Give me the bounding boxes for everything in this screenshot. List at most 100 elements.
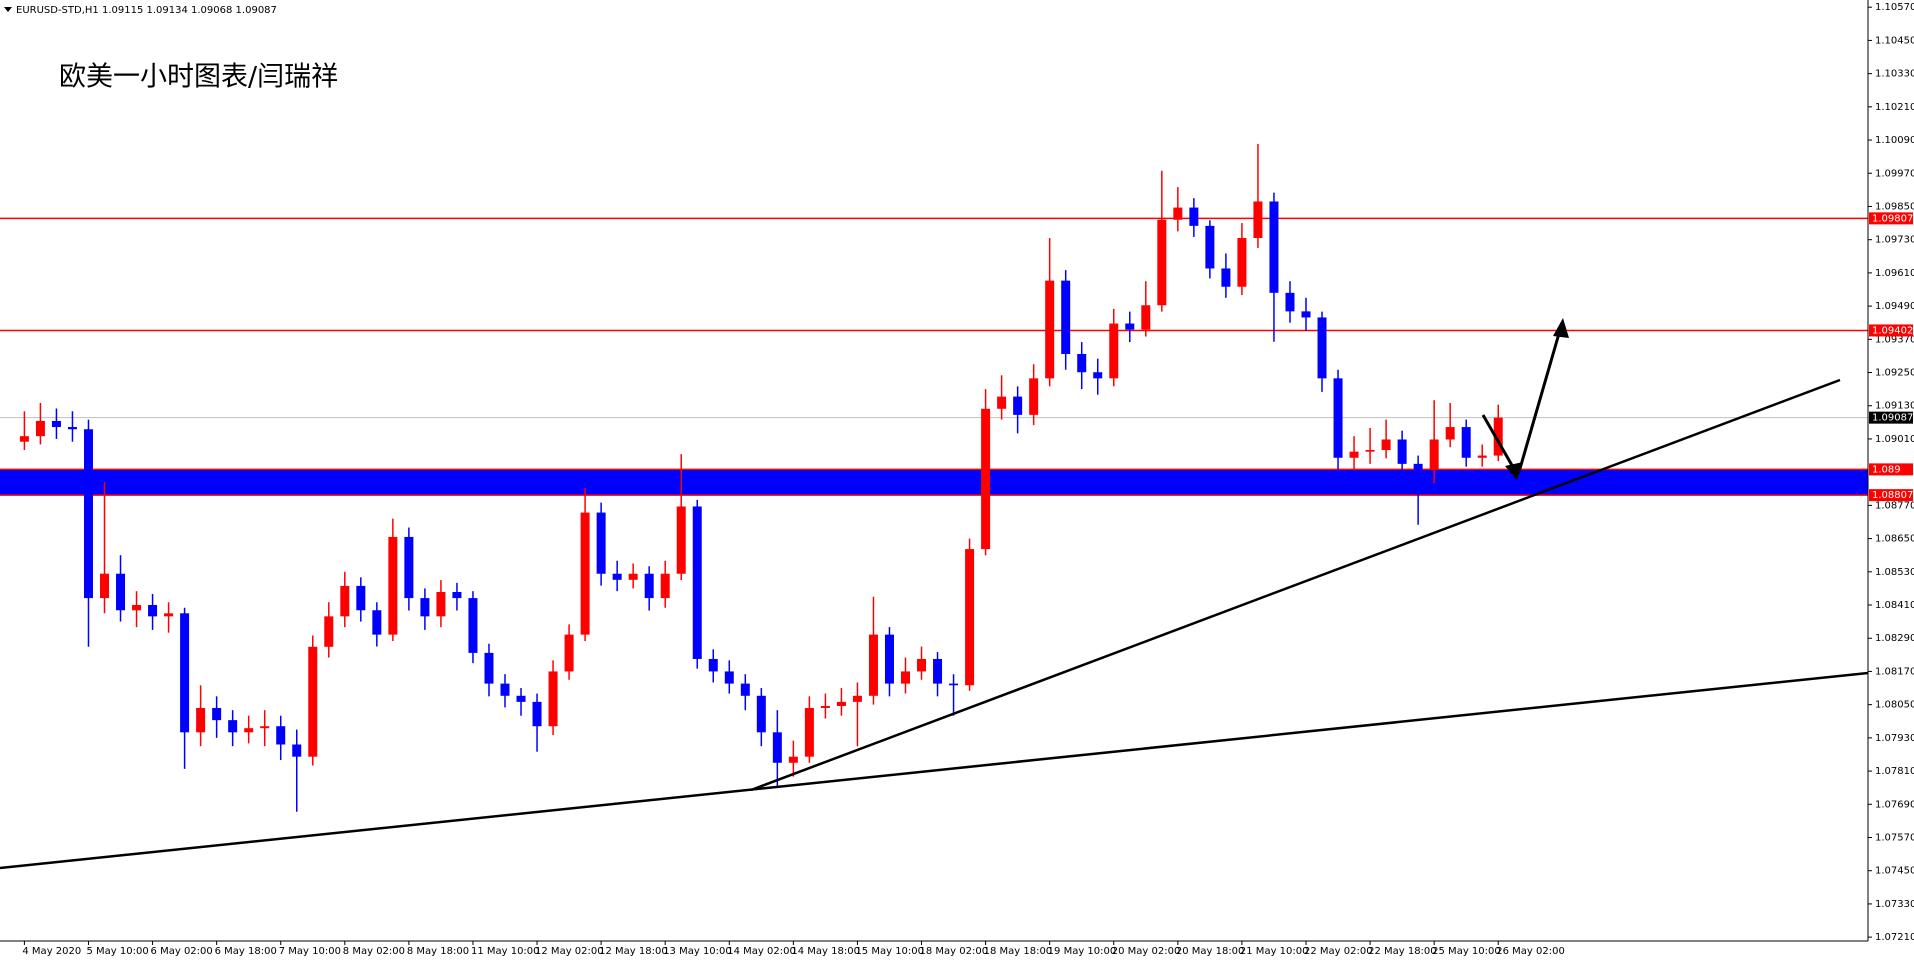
- candle-body: [740, 683, 750, 696]
- x-tick-label: 7 May 10:00: [279, 946, 341, 957]
- y-tick-label: 1.09850: [1875, 201, 1914, 212]
- x-tick-label: 12 May 02:00: [535, 946, 604, 957]
- x-tick-label: 14 May 02:00: [727, 946, 796, 957]
- candle-body: [1493, 417, 1503, 456]
- candle-body: [1093, 372, 1103, 379]
- y-tick-label: 1.09730: [1875, 235, 1914, 246]
- candle-body: [772, 732, 782, 763]
- candle-body: [484, 652, 494, 684]
- candle-body: [132, 605, 142, 611]
- x-tick-label: 11 May 10:00: [471, 946, 540, 957]
- candle-body: [500, 683, 510, 696]
- price-tag: [1869, 324, 1913, 337]
- trend-line: [750, 378, 1841, 792]
- candle-body: [756, 695, 766, 733]
- candle-body: [1445, 427, 1455, 440]
- y-tick-label: 1.09490: [1875, 301, 1914, 312]
- y-tick-label: 1.09370: [1875, 334, 1914, 345]
- x-tick-label: 6 May 02:00: [151, 946, 213, 957]
- x-tick-label: 20 May 18:00: [1176, 946, 1245, 957]
- candle-body: [516, 695, 526, 702]
- candle-body: [19, 436, 29, 442]
- candle-body: [1381, 439, 1391, 451]
- y-tick-label: 1.08050: [1875, 700, 1914, 711]
- x-tick-label: 6 May 18:00: [215, 946, 277, 957]
- candle-body: [196, 707, 206, 733]
- candle-body: [836, 701, 846, 707]
- x-tick-label: 26 May 02:00: [1496, 946, 1565, 957]
- candle-body: [51, 420, 61, 428]
- candle-body: [676, 506, 686, 574]
- candle-body: [308, 646, 318, 757]
- price-tag: [1869, 463, 1913, 476]
- candles: [19, 143, 1503, 812]
- x-tick-label: 22 May 18:00: [1368, 946, 1437, 957]
- candle-body: [580, 512, 590, 635]
- candle-body: [644, 573, 654, 599]
- candle-body: [852, 695, 862, 702]
- candle-body: [388, 536, 398, 635]
- candle-body: [548, 671, 558, 727]
- candle-body: [901, 671, 910, 684]
- y-tick-label: 1.08770: [1875, 500, 1914, 511]
- y-tick-label: 1.09610: [1875, 268, 1914, 279]
- y-tick-label: 1.08290: [1875, 633, 1914, 644]
- candle-body: [917, 658, 927, 672]
- candle-body: [788, 756, 798, 763]
- x-tick-label: 18 May 18:00: [984, 946, 1053, 957]
- y-tick-label: 1.10210: [1875, 102, 1914, 113]
- drawings: [0, 318, 1869, 870]
- candle-body: [1237, 238, 1247, 287]
- candle-body: [276, 726, 286, 745]
- candle-body: [116, 573, 126, 611]
- y-tick-label: 1.07330: [1875, 899, 1914, 910]
- zone: [0, 469, 1868, 496]
- x-tick-label: 8 May 02:00: [343, 946, 405, 957]
- candle-body: [1477, 455, 1487, 458]
- candle-body: [1109, 323, 1119, 379]
- candle-body: [420, 598, 430, 617]
- price-tag: [1869, 212, 1913, 225]
- y-tick-label: 1.09970: [1875, 168, 1914, 179]
- candle-body: [1077, 353, 1087, 373]
- candle-body: [83, 429, 93, 599]
- arrow-head: [1505, 462, 1523, 480]
- arrow-up: [1517, 329, 1562, 473]
- y-tick-label: 1.09010: [1875, 434, 1914, 445]
- price-tag-label: 1.09087: [1872, 413, 1913, 424]
- axes: 1.10570 1.10450 1.10330 1.10210 1.10090 1.099…: [22, 2, 1914, 957]
- candle-body: [1285, 292, 1295, 312]
- chart-title: 欧美一小时图表/闫瑞祥: [59, 62, 338, 93]
- candle-body: [260, 726, 270, 729]
- y-tick-label: 1.07930: [1875, 733, 1914, 744]
- arrow-head: [1553, 318, 1569, 338]
- candle-body: [820, 706, 830, 708]
- x-tick-label: 21 May 10:00: [1240, 946, 1309, 957]
- candle-body: [468, 598, 478, 653]
- y-tick-label: 1.07810: [1875, 766, 1914, 777]
- y-tick-label: 1.08410: [1875, 600, 1914, 611]
- candle-body: [1397, 439, 1407, 464]
- price-tag-label: 1.09807: [1872, 213, 1913, 224]
- y-tick-label: 1.08530: [1875, 567, 1914, 578]
- candle-body: [1189, 207, 1199, 226]
- candle-body: [1349, 451, 1359, 458]
- candle-body: [35, 420, 45, 437]
- candle-body: [997, 396, 1007, 409]
- candle-body: [1269, 201, 1279, 293]
- candle-body: [244, 728, 254, 733]
- y-tick-label: 1.09130: [1875, 401, 1914, 412]
- candle-body: [949, 683, 959, 686]
- x-tick-label: 25 May 10:00: [1432, 946, 1501, 957]
- candle-body: [212, 707, 222, 721]
- candle-body: [1317, 317, 1327, 379]
- candle-body: [868, 634, 878, 696]
- candle-body: [1045, 280, 1055, 379]
- candle-body: [660, 573, 670, 599]
- y-tick-label: 1.07690: [1875, 799, 1914, 810]
- candle-body: [100, 573, 109, 599]
- y-tick-label: 1.07450: [1875, 866, 1914, 877]
- candle-body: [292, 744, 302, 757]
